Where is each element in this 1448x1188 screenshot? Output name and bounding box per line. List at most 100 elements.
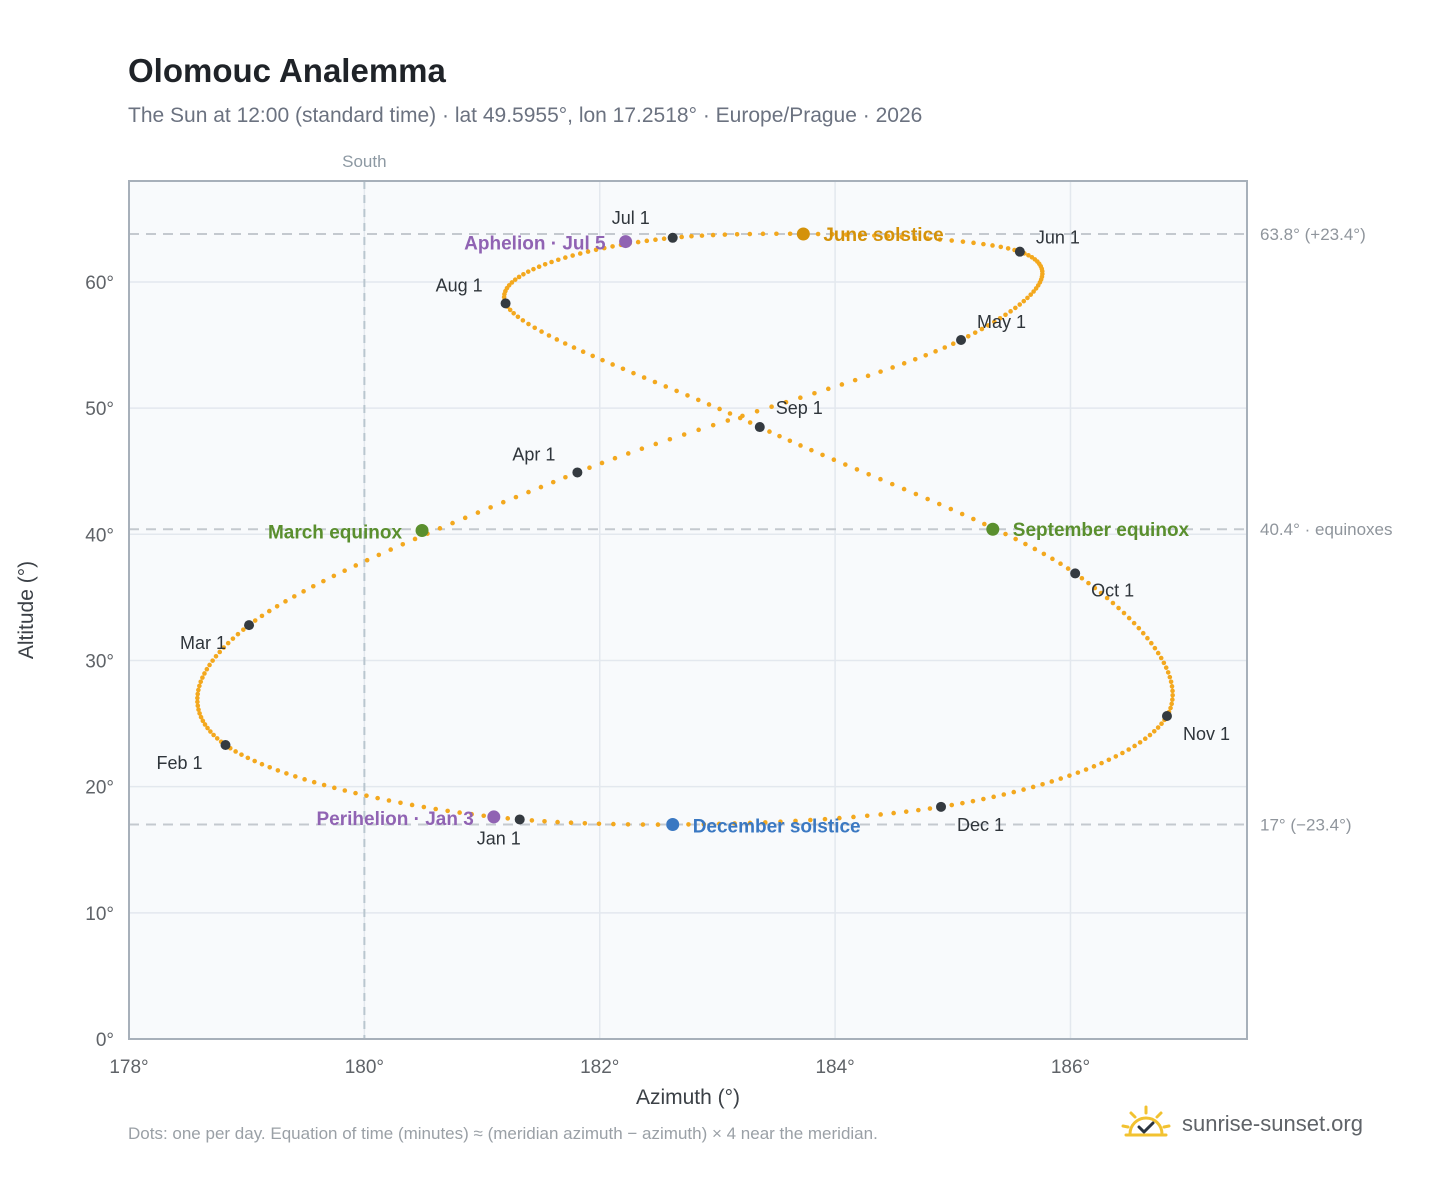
daily-dot [696, 427, 701, 433]
y-tick-label: 20° [85, 778, 114, 799]
daily-dot [321, 782, 327, 788]
daily-dot [274, 603, 280, 609]
daily-dot [195, 699, 200, 705]
daily-dot [267, 765, 273, 770]
daily-dot [725, 418, 731, 423]
daily-dot [202, 722, 208, 727]
daily-dot [1040, 781, 1045, 787]
meridian-label: South [342, 152, 386, 171]
daily-dot [577, 251, 583, 256]
daily-dot [754, 409, 760, 414]
daily-dot [536, 264, 542, 269]
x-tick-label: 186° [1051, 1057, 1090, 1078]
daily-dot [555, 819, 560, 825]
daily-dot [1159, 721, 1164, 727]
daily-dot [950, 341, 956, 346]
daily-dot [878, 476, 883, 482]
daily-dot [889, 481, 895, 487]
daily-dot [923, 352, 929, 358]
daily-dot [685, 393, 690, 398]
daily-dot [916, 807, 921, 813]
daily-dot [197, 683, 202, 689]
daily-dot [891, 810, 896, 816]
daily-dot [1049, 779, 1055, 784]
daily-dot [837, 815, 842, 821]
daily-dot [252, 618, 258, 623]
daily-dot [901, 361, 907, 366]
month-marker [500, 298, 511, 309]
daily-dot [747, 820, 753, 826]
daily-dot [582, 820, 588, 826]
daily-dot [1013, 305, 1018, 311]
month-marker [514, 814, 525, 825]
daily-dot [1092, 585, 1098, 591]
month-label: Jun 1 [1036, 228, 1080, 248]
daily-dot [885, 233, 891, 239]
daily-sun-path [195, 231, 1175, 827]
daily-dot [965, 334, 971, 339]
daily-dot [1001, 792, 1007, 797]
daily-dot [960, 800, 965, 806]
daily-dot [652, 379, 658, 385]
daily-dot [1079, 575, 1085, 581]
daily-dot [1104, 595, 1110, 601]
daily-dot [200, 718, 206, 724]
month-label: Mar 1 [180, 633, 226, 653]
daily-dot [1131, 620, 1137, 626]
daily-dot [1155, 725, 1161, 730]
daily-dot [198, 714, 204, 720]
daily-dot [769, 404, 774, 410]
daily-dot [722, 232, 728, 237]
daily-dot [433, 806, 439, 812]
daily-dot [488, 505, 493, 510]
daily-dot [375, 795, 380, 801]
daily-dot [1091, 764, 1097, 769]
daily-dot [912, 235, 918, 241]
x-axis-label: Azimuth (°) [636, 1086, 740, 1109]
sun-check-icon [1121, 1105, 1171, 1137]
daily-dot [1075, 770, 1081, 775]
daily-dot [1121, 610, 1127, 616]
daily-dot [949, 238, 955, 243]
event-marker [487, 810, 501, 824]
daily-dot [342, 568, 347, 574]
daily-dot [798, 395, 803, 401]
daily-dot [661, 236, 667, 241]
daily-dot [981, 241, 986, 247]
daily-dot [571, 345, 577, 350]
daily-dot [1163, 665, 1169, 670]
daily-dot [437, 526, 443, 531]
daily-dot [852, 377, 858, 383]
daily-dot [1132, 743, 1137, 749]
daily-dot [858, 232, 863, 238]
daily-dot [1003, 531, 1008, 537]
daily-dot [960, 239, 966, 244]
daily-dot [681, 432, 687, 437]
daily-dot [1155, 650, 1161, 656]
daily-dot [1086, 580, 1091, 586]
daily-dot [568, 820, 574, 826]
daily-dot [509, 280, 515, 285]
daily-dot [1098, 590, 1104, 596]
daily-dot [213, 654, 219, 659]
brand-logo[interactable]: sunrise-sunset.org [1120, 1102, 1363, 1146]
event-marker [986, 522, 1000, 536]
daily-dot [507, 307, 513, 313]
event-marker [415, 524, 429, 538]
daily-dot [555, 257, 561, 263]
month-marker [244, 620, 255, 631]
month-label: Oct 1 [1091, 580, 1134, 600]
daily-dot [1149, 640, 1154, 646]
daily-dot [1126, 615, 1132, 621]
y-tick-label: 50° [85, 399, 114, 420]
daily-dot [854, 467, 860, 472]
daily-dot [925, 236, 930, 241]
daily-dot [959, 511, 965, 517]
daily-dot [710, 422, 716, 428]
daily-dot [563, 474, 568, 480]
y-tick-label: 30° [85, 651, 114, 672]
daily-dot [640, 822, 646, 827]
daily-dot [1170, 692, 1175, 698]
daily-dot [252, 758, 257, 764]
y-tick-label: 10° [85, 904, 114, 925]
